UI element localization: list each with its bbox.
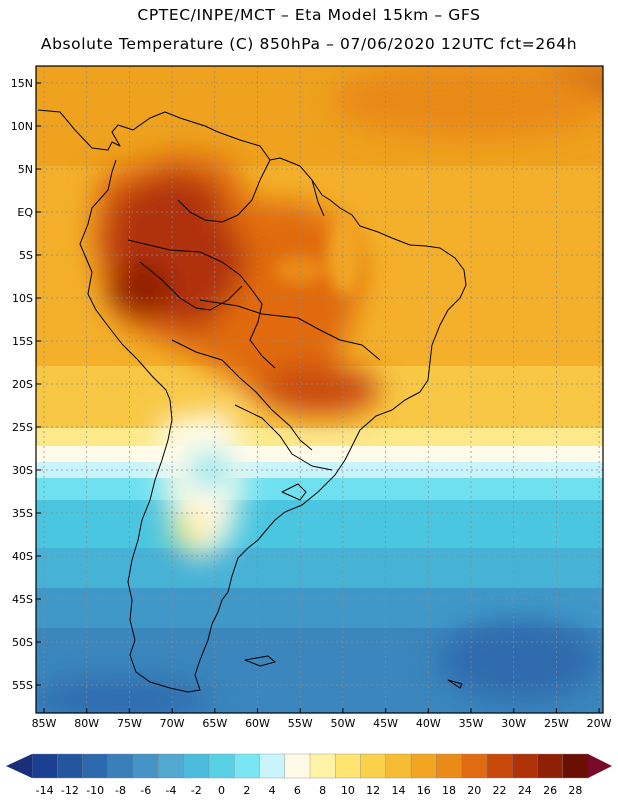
colorbar-swatches <box>31 753 589 779</box>
lon-label: 70W <box>160 717 185 730</box>
lat-label: 10N <box>11 120 33 133</box>
lon-label: 40W <box>416 717 441 730</box>
map-frame <box>35 65 604 714</box>
colorbar-swatch <box>385 753 412 779</box>
colorbar-label: 8 <box>319 784 326 797</box>
lat-label: 25S <box>12 421 33 434</box>
lon-label: 80W <box>74 717 99 730</box>
lat-label: 40S <box>12 550 33 563</box>
colorbar-label: 26 <box>543 784 557 797</box>
lon-label: 85W <box>32 717 57 730</box>
colorbar-label: 24 <box>518 784 532 797</box>
lon-label: 25W <box>544 717 569 730</box>
colorbar-label: -4 <box>166 784 177 797</box>
coastlines <box>37 109 467 693</box>
lon-label: 75W <box>117 717 142 730</box>
colorbar-swatch <box>31 753 58 779</box>
lat-label: 10S <box>12 292 33 305</box>
colorbar-swatch <box>537 753 564 779</box>
lat-label: 20S <box>12 378 33 391</box>
colorbar-label: 6 <box>294 784 301 797</box>
colorbar-swatch <box>360 753 387 779</box>
lon-label: 30W <box>501 717 526 730</box>
colorbar-label: -2 <box>191 784 202 797</box>
colorbar-swatch <box>183 753 210 779</box>
lon-label: 65W <box>202 717 227 730</box>
colorbar-swatch <box>284 753 311 779</box>
colorbar-swatch <box>511 753 539 779</box>
colorbar-label: 16 <box>417 784 431 797</box>
colorbar-swatch <box>57 753 84 779</box>
colorbar-label: 14 <box>391 784 405 797</box>
lat-label: 5S <box>19 249 33 262</box>
colorbar-swatch <box>410 753 438 779</box>
lat-label: 35S <box>12 507 33 520</box>
colorbar-label: 18 <box>442 784 456 797</box>
colorbar-swatch <box>82 753 109 779</box>
colorbar-label: -14 <box>36 784 54 797</box>
colorbar-label: -10 <box>86 784 104 797</box>
lon-label: 35W <box>459 717 484 730</box>
colorbar-swatch <box>158 753 185 779</box>
header-title-line2: Absolute Temperature (C) 850hPa – 07/06/… <box>40 35 578 53</box>
colorbar-label: 12 <box>366 784 380 797</box>
colorbar-swatch <box>562 753 589 779</box>
colorbar-swatch <box>132 753 160 779</box>
lat-label: 15S <box>12 335 33 348</box>
colorbar-high-arrow <box>588 754 612 778</box>
colorbar-label: 20 <box>467 784 481 797</box>
colorbar-swatch <box>335 753 362 779</box>
longitude-labels: 85W 80W 75W 70W 65W 60W 55W 50W 45W 40W 35W 30W 25W 2… <box>32 708 612 730</box>
colorbar-label: 28 <box>568 784 582 797</box>
colorbar-label: 0 <box>218 784 225 797</box>
header-title-line1: CPTEC/INPE/MCT – Eta Model 15km – GFS <box>137 6 481 24</box>
colorbar-swatch <box>208 753 235 779</box>
lon-label: 50W <box>330 717 355 730</box>
lat-label: 45S <box>12 593 33 606</box>
colorbar-label: 2 <box>243 784 250 797</box>
lon-label: 55W <box>288 717 313 730</box>
lat-label: EQ <box>17 206 33 219</box>
colorbar-swatch <box>259 753 286 779</box>
colorbar-swatch <box>309 753 336 779</box>
colorbar-swatch <box>107 753 134 779</box>
colorbar-swatch <box>486 753 513 779</box>
lat-label: 15N <box>11 77 33 90</box>
colorbar-swatch <box>461 753 488 779</box>
colorbar-labels: -14 -12 -10 -8 -6 -4 -2 0 2 4 6 8 10 12 14 16 18 20 22 24 26… <box>36 784 583 797</box>
temperature-field <box>36 66 603 713</box>
colorbar-label: -8 <box>115 784 126 797</box>
colorbar-swatch <box>233 753 261 779</box>
colorbar-low-arrow <box>6 754 32 778</box>
colorbar-label: 22 <box>493 784 507 797</box>
lat-label: 55S <box>12 679 33 692</box>
lat-label: 5N <box>18 163 33 176</box>
colorbar-label: -6 <box>140 784 151 797</box>
colorbar-label: 10 <box>341 784 355 797</box>
lon-label: 45W <box>373 717 398 730</box>
lon-label: 60W <box>245 717 270 730</box>
lon-label: 20W <box>587 717 612 730</box>
latitude-labels: 15N 10N 5N EQ 5S 10S 15S 20S 25S 30S 35S 40S 45S 50S 5… <box>11 77 41 692</box>
lat-label: 30S <box>12 464 33 477</box>
lat-label: 50S <box>12 636 33 649</box>
colorbar-label: 4 <box>269 784 276 797</box>
colorbar-label: -12 <box>61 784 79 797</box>
colorbar-swatch <box>436 753 463 779</box>
